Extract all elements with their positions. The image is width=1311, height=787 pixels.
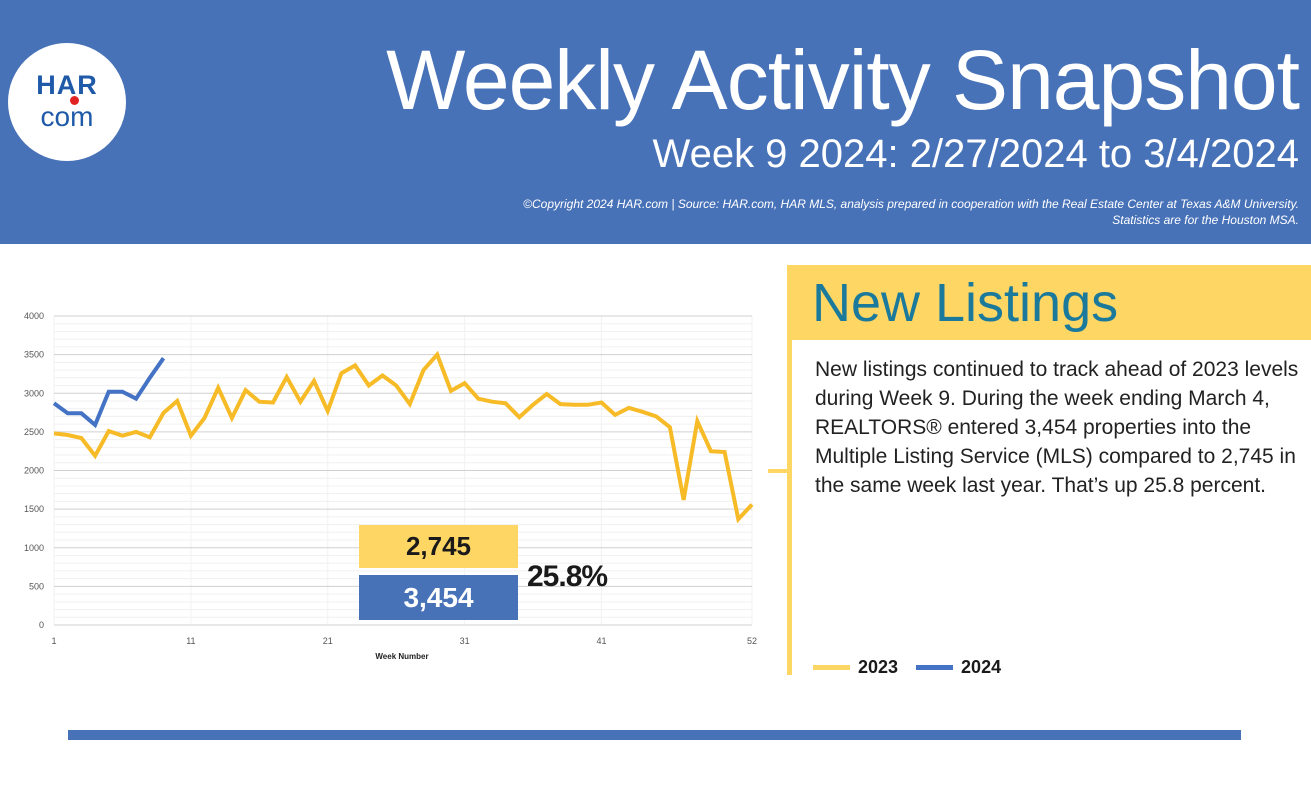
har-logo: HAR com	[8, 43, 126, 161]
y-axis-tick-labels: 0 500 1000 1500 2000 2500 3000 3500 4000	[24, 311, 44, 630]
page-subtitle: Week 9 2024: 2/27/2024 to 3/4/2024	[652, 132, 1299, 176]
y-tick-label: 4000	[24, 311, 44, 321]
series-line-2024	[52, 357, 166, 429]
x-tick-label: 1	[51, 636, 56, 646]
logo-red-dot-icon	[70, 96, 79, 105]
x-tick-label: 11	[186, 636, 195, 646]
legend-item-2024: 2024	[916, 657, 1001, 678]
x-tick-label: 31	[460, 636, 470, 646]
callout-2023-value: 2,745	[359, 525, 518, 568]
credit-line-2: Statistics are for the Houston MSA.	[1112, 213, 1299, 227]
x-tick-label: 52	[747, 636, 757, 646]
footer-divider-bar	[68, 730, 1241, 740]
x-tick-label: 41	[596, 636, 606, 646]
y-tick-label: 2000	[24, 466, 44, 476]
copyright-credit: ©Copyright 2024 HAR.com | Source: HAR.co…	[523, 196, 1299, 228]
legend-swatch-2024	[916, 665, 954, 670]
panel-description: New listings continued to track ahead of…	[815, 358, 1299, 497]
x-tick-label: 21	[323, 636, 333, 646]
panel-header	[787, 265, 1311, 340]
credit-line-1: ©Copyright 2024 HAR.com | Source: HAR.co…	[523, 197, 1299, 211]
logo-har-text: HAR	[36, 70, 98, 100]
chart-series	[52, 350, 754, 524]
callout-2024-value: 3,454	[359, 575, 518, 620]
page-title: Weekly Activity Snapshot	[386, 33, 1300, 127]
legend-label-2023: 2023	[858, 657, 899, 677]
panel-connector-tick	[768, 469, 790, 473]
callout-percent-change: 25.8%	[527, 560, 608, 593]
y-tick-label: 2500	[24, 427, 44, 437]
y-tick-label: 3500	[24, 350, 44, 360]
y-tick-label: 0	[39, 620, 44, 630]
x-axis-tick-labels: 1 11 21 31 41 52	[51, 636, 757, 646]
chart-legend: 2023 2024	[813, 657, 1019, 678]
legend-swatch-2023	[813, 665, 850, 670]
header-banner: HAR com Weekly Activity Snapshot Week 9 …	[0, 0, 1311, 244]
x-axis-label: Week Number	[375, 652, 428, 661]
y-tick-label: 500	[29, 581, 44, 591]
legend-label-2024: 2024	[961, 657, 1002, 677]
y-tick-label: 1000	[24, 543, 44, 553]
y-tick-label: 1500	[24, 504, 44, 514]
legend-item-2023: 2023	[813, 657, 898, 678]
y-tick-label: 3000	[24, 388, 44, 398]
logo-com-text: com	[40, 101, 94, 132]
panel-title: New Listings	[812, 273, 1119, 333]
series-line-2023	[53, 350, 754, 524]
